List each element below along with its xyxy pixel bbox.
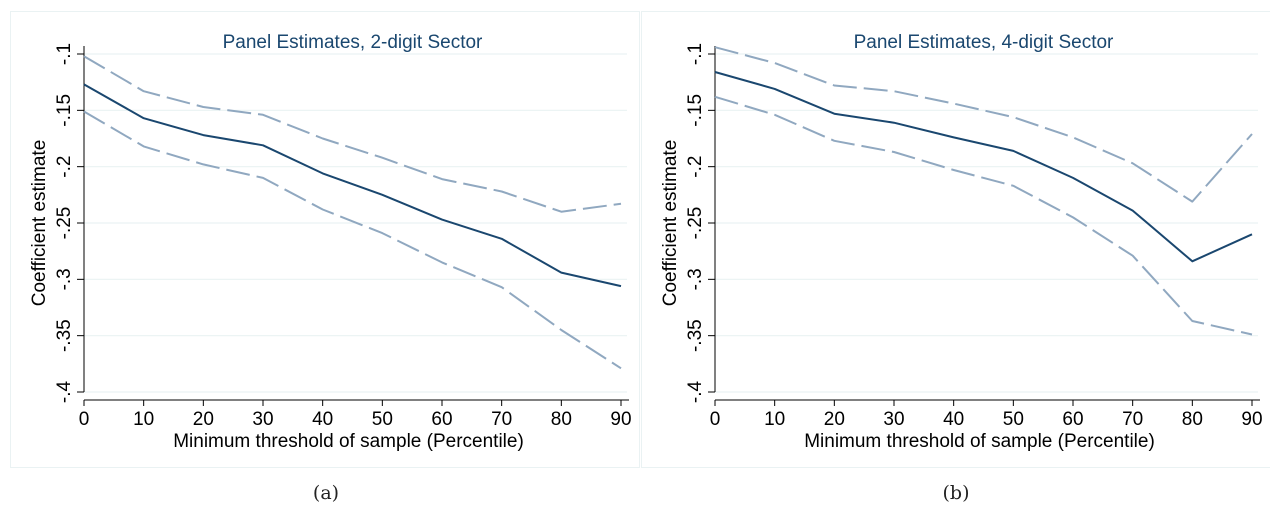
x-tick-label: 40 <box>312 409 333 430</box>
caption-b: (b) <box>942 482 970 504</box>
y-tick-label: -.3 <box>54 268 75 290</box>
estimate-line <box>714 71 1253 263</box>
x-tick-label: 10 <box>764 409 785 430</box>
x-tick-label: 40 <box>943 409 964 430</box>
chart-panel-b: Panel Estimates, 4-digit Sector -.1 -.15 -.… <box>641 11 1270 468</box>
y-tick-label: -.1 <box>685 43 706 65</box>
x-tick-label: 20 <box>193 409 214 430</box>
x-tick-label: 80 <box>551 409 572 430</box>
x-axis-label: Minimum threshold of sample (Percentile) <box>173 431 524 452</box>
chart-a: Panel Estimates, 2-digit Sector -.1 -.15 -.… <box>29 32 632 452</box>
ci-lower-line <box>714 95 1253 336</box>
x-tick-label: 50 <box>1003 409 1024 430</box>
y-tick-label: -.25 <box>54 207 75 240</box>
x-tick-label: 70 <box>491 409 512 430</box>
chart-panel-a: Panel Estimates, 2-digit Sector -.1 -.15 -.… <box>10 11 640 468</box>
y-tick-label: -.3 <box>685 268 706 290</box>
x-tick-label: 70 <box>1122 409 1143 430</box>
x-tick-label: 30 <box>883 409 904 430</box>
x-tick-label: 50 <box>372 409 393 430</box>
ci-upper-line <box>83 55 622 213</box>
chart-title: Panel Estimates, 4-digit Sector <box>854 32 1114 53</box>
estimate-line <box>83 83 622 288</box>
y-tick-label: -.4 <box>685 380 706 403</box>
y-tick-label: -.15 <box>685 94 706 127</box>
ci-upper-line <box>714 46 1253 203</box>
y-tick-label: -.2 <box>685 156 706 178</box>
x-tick-label: 60 <box>1062 409 1083 430</box>
x-tick-label: 90 <box>1241 409 1262 430</box>
x-tick-label: 90 <box>610 409 631 430</box>
x-tick-label: 0 <box>710 409 721 430</box>
x-tick-label: 10 <box>133 409 154 430</box>
x-tick-label: 0 <box>79 409 90 430</box>
chart-title: Panel Estimates, 2-digit Sector <box>223 32 483 53</box>
x-tick-label: 20 <box>824 409 845 430</box>
caption-a: (a) <box>312 482 340 504</box>
ci-lower-line <box>83 110 622 370</box>
y-tick-label: -.15 <box>54 94 75 127</box>
x-axis-label: Minimum threshold of sample (Percentile) <box>804 431 1155 452</box>
chart-b: Panel Estimates, 4-digit Sector -.1 -.15 -.… <box>660 32 1263 452</box>
x-tick-label: 60 <box>431 409 452 430</box>
y-tick-label: -.2 <box>54 156 75 178</box>
y-tick-label: -.1 <box>54 43 75 65</box>
x-tick-label: 80 <box>1182 409 1203 430</box>
y-tick-label: -.35 <box>685 319 706 352</box>
y-tick-label: -.25 <box>685 207 706 240</box>
x-tick-label: 30 <box>252 409 273 430</box>
y-tick-label: -.35 <box>54 319 75 352</box>
y-tick-label: -.4 <box>54 380 75 403</box>
y-axis-label: Coefficient estimate <box>660 140 681 307</box>
y-axis-label: Coefficient estimate <box>29 140 50 307</box>
